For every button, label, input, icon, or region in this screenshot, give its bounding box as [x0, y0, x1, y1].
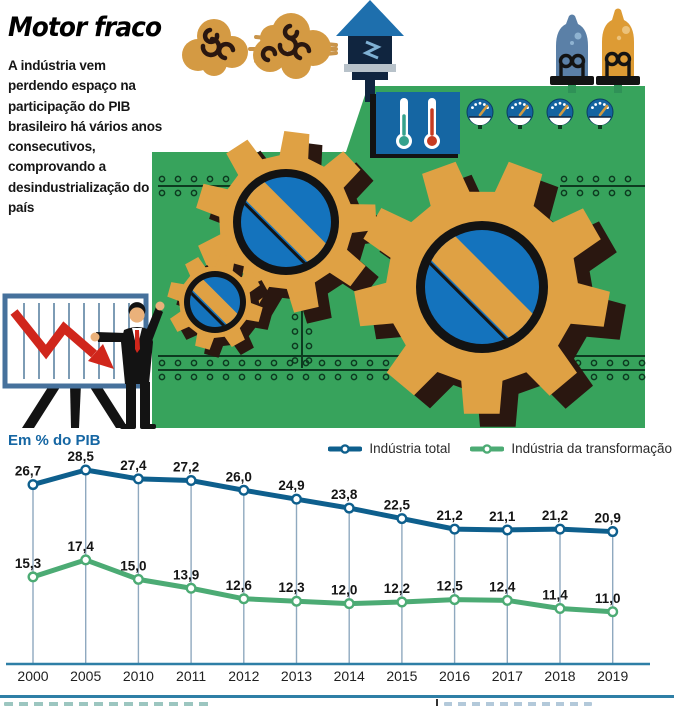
svg-text:2015: 2015 — [386, 668, 417, 684]
cutoff-text-sliver — [444, 702, 592, 706]
svg-text:2017: 2017 — [492, 668, 523, 684]
svg-text:12,0: 12,0 — [331, 583, 357, 598]
footer-column-divider — [436, 699, 438, 706]
smoke-icon — [182, 13, 331, 79]
svg-text:22,5: 22,5 — [384, 498, 411, 513]
svg-text:15,0: 15,0 — [120, 558, 146, 573]
intro-text: A indústria vem perdendo espaço na parti… — [8, 58, 163, 215]
svg-text:12,6: 12,6 — [226, 578, 253, 593]
svg-text:24,9: 24,9 — [278, 478, 304, 493]
footer-divider — [0, 695, 674, 698]
line-chart: 15,3 17,4 15,0 13,9 12,6 12,3 12,0 12,2 12,5 12,4… — [6, 449, 650, 684]
machine-illustration — [2, 0, 646, 429]
page-title: Motor fraco — [8, 12, 162, 43]
legend-label: Indústria da transformação — [511, 441, 672, 456]
legend-item-industria-transformacao: Indústria da transformação — [470, 441, 672, 456]
svg-text:17,4: 17,4 — [68, 539, 95, 554]
svg-text:13,9: 13,9 — [173, 567, 199, 582]
svg-text:2005: 2005 — [70, 668, 101, 684]
svg-text:11,0: 11,0 — [595, 591, 621, 606]
svg-text:11,4: 11,4 — [542, 588, 568, 603]
svg-text:12,2: 12,2 — [384, 581, 410, 596]
y-axis-unit-label: Em % do PIB — [8, 432, 101, 449]
svg-text:15,3: 15,3 — [15, 556, 42, 571]
svg-text:26,0: 26,0 — [226, 469, 252, 484]
svg-text:2012: 2012 — [228, 668, 259, 684]
svg-text:2010: 2010 — [123, 668, 154, 684]
presenter-figure — [90, 301, 165, 429]
exhaust-chimney-icon — [336, 0, 404, 102]
svg-text:21,2: 21,2 — [542, 508, 568, 523]
svg-text:2011: 2011 — [176, 668, 206, 684]
gauges-icon — [466, 98, 614, 129]
pressure-vessels-icon — [550, 8, 640, 93]
legend-label: Indústria total — [369, 441, 451, 456]
svg-text:2018: 2018 — [544, 668, 575, 684]
line-marker-icon — [328, 443, 363, 454]
svg-text:2014: 2014 — [334, 668, 365, 684]
svg-text:20,9: 20,9 — [595, 511, 621, 526]
svg-text:27,4: 27,4 — [120, 458, 147, 473]
cutoff-text-sliver — [4, 702, 212, 706]
line-marker-icon — [470, 443, 505, 454]
svg-text:12,3: 12,3 — [278, 580, 305, 595]
svg-text:2019: 2019 — [597, 668, 628, 684]
chart-legend: Indústria total Indústria da transformaç… — [328, 441, 672, 456]
svg-text:21,1: 21,1 — [489, 509, 516, 524]
svg-text:23,8: 23,8 — [331, 487, 358, 502]
svg-text:27,2: 27,2 — [173, 460, 199, 475]
svg-text:21,2: 21,2 — [436, 508, 462, 523]
svg-text:2016: 2016 — [439, 668, 470, 684]
svg-text:12,4: 12,4 — [489, 579, 516, 594]
gears-icon — [167, 131, 626, 427]
svg-text:12,5: 12,5 — [436, 579, 463, 594]
svg-text:28,5: 28,5 — [68, 449, 95, 464]
svg-text:26,7: 26,7 — [15, 464, 41, 479]
svg-text:2013: 2013 — [281, 668, 312, 684]
thermometer-panel-icon — [370, 92, 460, 158]
legend-item-industria-total: Indústria total — [328, 441, 450, 456]
svg-text:2000: 2000 — [17, 668, 48, 684]
